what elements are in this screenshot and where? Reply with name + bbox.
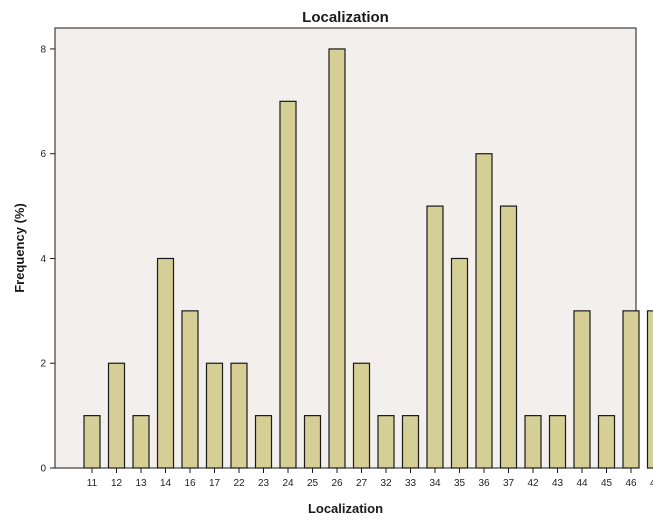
x-tick-label: 44 <box>576 478 588 489</box>
bar-46 <box>622 310 640 469</box>
x-tick-label: 32 <box>380 478 392 489</box>
bar-22 <box>230 362 248 469</box>
bar-37 <box>499 205 518 469</box>
x-tick-label: 37 <box>503 478 515 489</box>
x-tick-label: 25 <box>307 478 319 489</box>
bar-17 <box>205 362 224 469</box>
x-tick-label: 24 <box>282 478 294 489</box>
bar-42 <box>524 415 542 469</box>
y-tick-label: 6 <box>40 149 46 160</box>
y-axis-title: Frequency (%) <box>12 203 27 293</box>
bar-27 <box>352 362 371 469</box>
y-tick-label: 2 <box>40 359 46 370</box>
bar-43 <box>548 415 567 469</box>
x-tick-label: 34 <box>429 478 441 489</box>
bar-14 <box>156 257 175 469</box>
bar-26 <box>328 48 346 469</box>
bar-11 <box>83 415 101 469</box>
bar-series <box>83 48 653 469</box>
x-tick-label: 36 <box>478 478 490 489</box>
x-tick-label: 42 <box>527 478 539 489</box>
x-tick-label: 23 <box>258 478 270 489</box>
bar-33 <box>401 415 420 469</box>
y-axis: 0 2 4 6 8 <box>40 44 55 475</box>
x-tick-label: 47 <box>650 478 653 489</box>
bar-25 <box>303 415 322 469</box>
y-tick-label: 8 <box>40 44 46 55</box>
y-tick-label: 4 <box>40 254 46 265</box>
bar-34 <box>426 205 444 469</box>
bar-35 <box>450 257 469 469</box>
x-tick-label: 45 <box>601 478 613 489</box>
x-tick-label: 26 <box>331 478 343 489</box>
bar-16 <box>181 310 199 469</box>
bar-24 <box>279 100 297 469</box>
x-tick-label: 27 <box>356 478 368 489</box>
x-tick-label: 14 <box>160 478 172 489</box>
bar-13 <box>132 415 150 469</box>
x-axis-title: Localization <box>308 501 383 516</box>
x-tick-label: 22 <box>233 478 245 489</box>
bar-45 <box>597 415 616 469</box>
x-axis: 11 12 13 14 16 17 22 23 24 25 26 27 32 33 34 35 36 37 42 43… <box>87 468 653 489</box>
x-tick-label: 13 <box>135 478 147 489</box>
bar-23 <box>254 415 273 469</box>
bar-47 <box>646 310 653 469</box>
bar-12 <box>107 362 126 469</box>
bar-32 <box>377 415 395 469</box>
x-tick-label: 33 <box>405 478 417 489</box>
x-tick-label: 11 <box>87 478 98 489</box>
bar-36 <box>475 153 493 469</box>
bar-44 <box>573 310 591 469</box>
y-tick-label: 0 <box>40 464 46 475</box>
x-tick-label: 43 <box>552 478 564 489</box>
x-tick-label: 17 <box>209 478 221 489</box>
x-tick-label: 12 <box>111 478 123 489</box>
x-tick-label: 16 <box>184 478 196 489</box>
x-tick-label: 46 <box>625 478 637 489</box>
x-tick-label: 35 <box>454 478 466 489</box>
chart-title: Localization <box>302 9 389 26</box>
